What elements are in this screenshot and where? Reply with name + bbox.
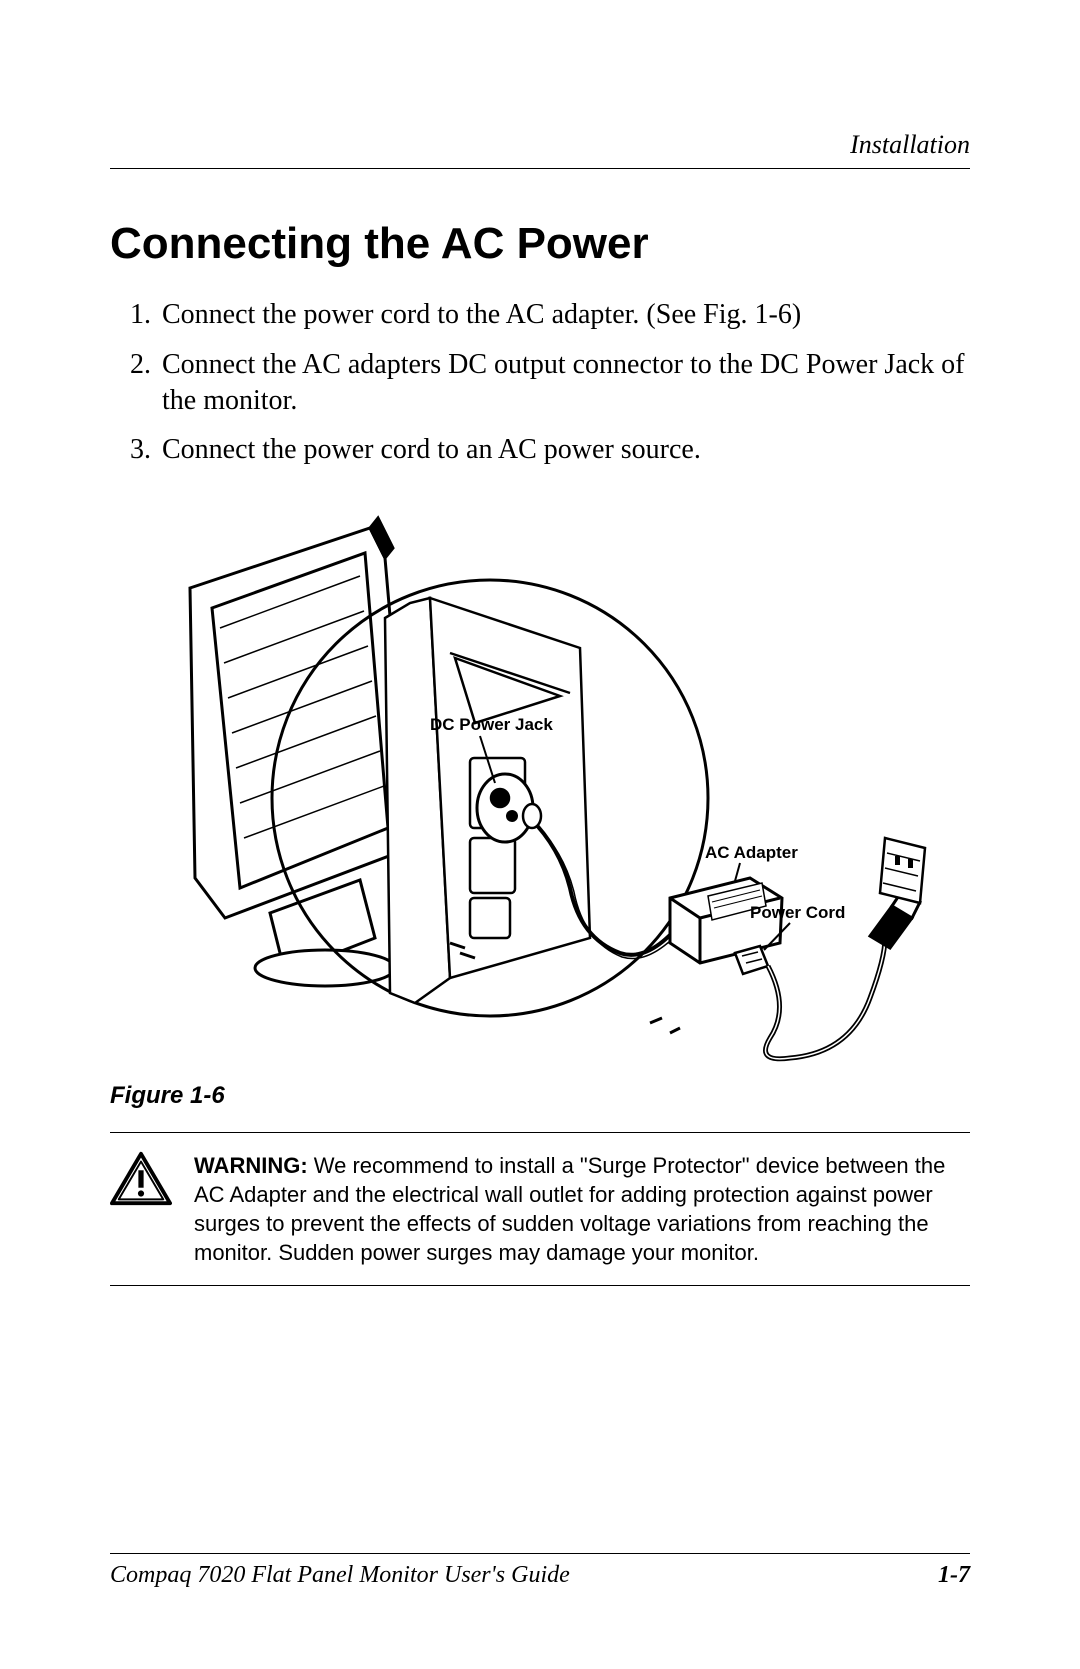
footer-page-number: 1-7: [938, 1562, 970, 1589]
step-2: Connect the AC adapters DC output connec…: [158, 347, 970, 419]
instruction-list: Connect the power cord to the AC adapter…: [110, 297, 970, 468]
step-1: Connect the power cord to the AC adapter…: [158, 297, 970, 333]
page-title: Connecting the AC Power: [110, 219, 970, 269]
footer-rule: [110, 1553, 970, 1554]
warning-text: WARNING: We recommend to install a "Surg…: [194, 1151, 970, 1267]
monitor-shape: [190, 518, 410, 986]
page-footer: Compaq 7020 Flat Panel Monitor User's Gu…: [110, 1553, 970, 1589]
warning-block: WARNING: We recommend to install a "Surg…: [110, 1132, 970, 1286]
monitor-back-detail: [385, 598, 590, 1003]
label-power-cord: Power Cord: [750, 903, 845, 922]
figure-caption: Figure 1-6: [110, 1082, 970, 1110]
label-ac-adapter: AC Adapter: [705, 843, 798, 862]
document-page: Installation Connecting the AC Power Con…: [0, 0, 1080, 1669]
footer-doc-title: Compaq 7020 Flat Panel Monitor User's Gu…: [110, 1562, 570, 1589]
warning-icon: [110, 1151, 172, 1207]
header-rule: [110, 168, 970, 169]
ac-power-diagram: DC Power Jack: [150, 498, 930, 1068]
section-header: Installation: [110, 130, 970, 160]
figure-1-6: DC Power Jack: [110, 498, 970, 1110]
step-3: Connect the power cord to an AC power so…: [158, 432, 970, 468]
power-cord: [766, 938, 886, 1059]
wall-outlet-shape: [880, 838, 925, 903]
label-dc-power-jack: DC Power Jack: [430, 715, 553, 734]
warning-body: We recommend to install a "Surge Protect…: [194, 1153, 945, 1265]
warning-label: WARNING:: [194, 1153, 308, 1178]
